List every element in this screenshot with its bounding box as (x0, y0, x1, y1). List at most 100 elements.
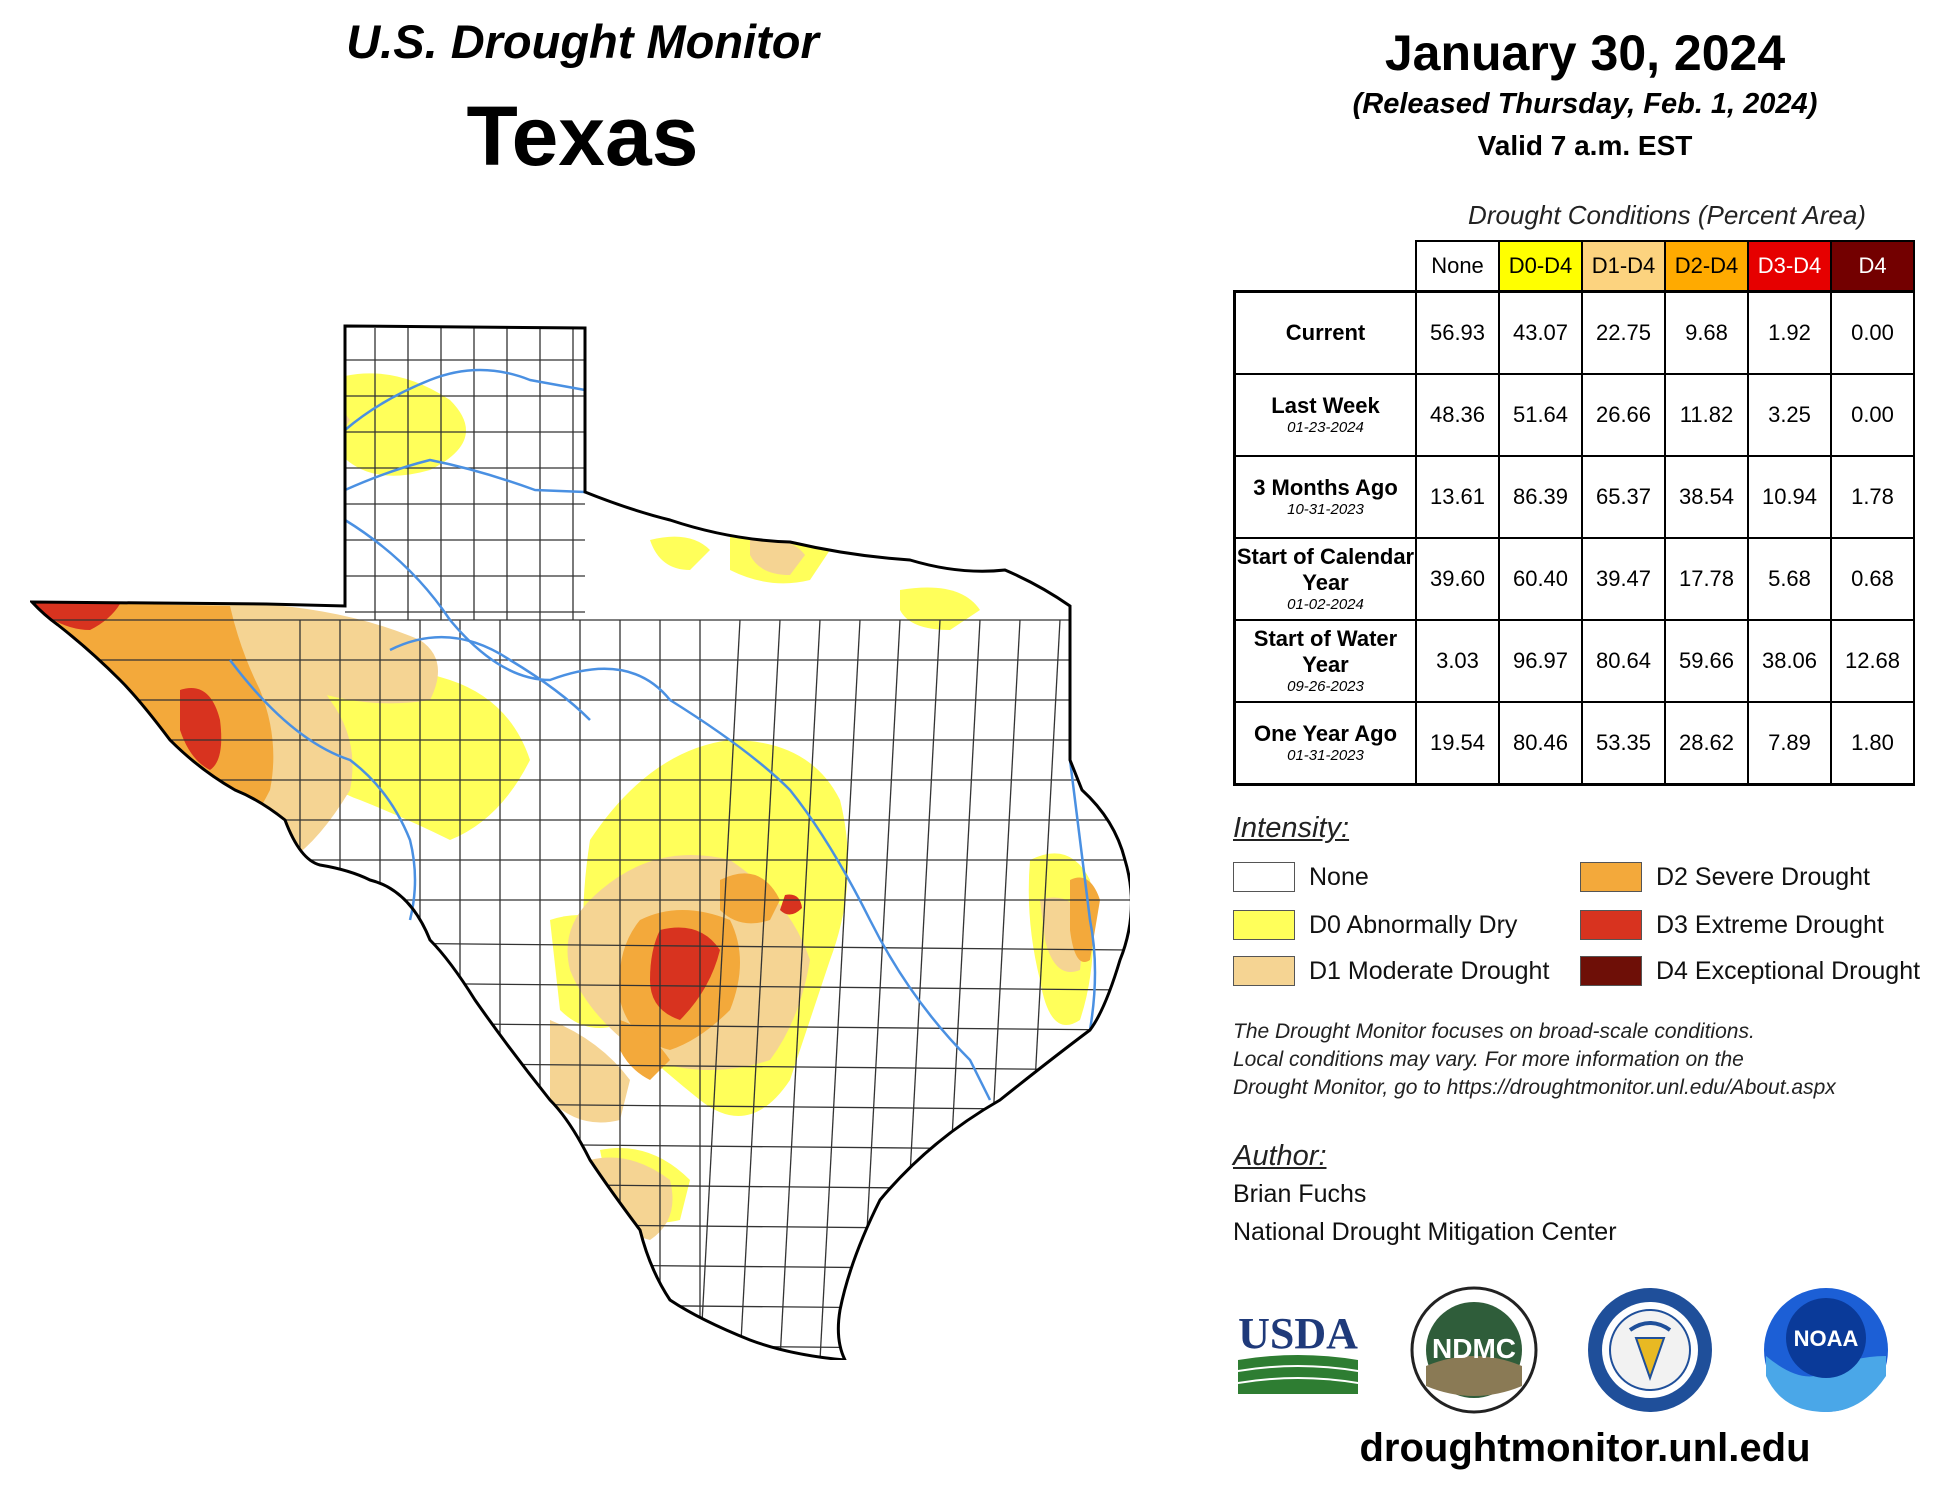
table-cell: 17.78 (1664, 537, 1749, 621)
county-line (32, 1179, 1130, 1191)
region-title: Texas (466, 89, 699, 183)
ndmc-logo: NDMC (1410, 1286, 1538, 1414)
table-cell: 12.68 (1830, 619, 1915, 703)
release-date: (Released Thursday, Feb. 1, 2024) (1352, 88, 1818, 120)
table-cell: 0.68 (1830, 537, 1915, 621)
noaa-logo-text: NOAA (1794, 1326, 1859, 1351)
table-cell: 48.36 (1415, 373, 1500, 457)
table-cell: 3.25 (1747, 373, 1832, 457)
table-cell: 1.78 (1830, 455, 1915, 539)
county-line (32, 1299, 1130, 1311)
d1-area (260, 604, 438, 704)
river-line (344, 368, 586, 431)
row-label: Current (1233, 290, 1417, 375)
d0-area (270, 662, 530, 840)
legend-swatch (1580, 910, 1642, 940)
row-label: One Year Ago 01-31-2023 (1233, 701, 1417, 786)
row-label: Start of Water Year 09-26-2023 (1233, 619, 1417, 703)
noaa-logo: NOAA (1764, 1288, 1888, 1412)
row-label: Start of Calendar Year 01-02-2024 (1233, 537, 1417, 621)
commerce-seal-logo (1588, 1288, 1712, 1412)
column-header-d1-d4: D1-D4 (1581, 240, 1666, 293)
legend-title: Intensity: (1233, 812, 1350, 844)
legend-label: D2 Severe Drought (1656, 863, 1871, 891)
table-cell: 7.89 (1747, 701, 1832, 786)
disclaimer-text: The Drought Monitor focuses on broad-sca… (1233, 1018, 1933, 1102)
row-label-text: Current (1285, 320, 1366, 345)
table-cell: 3.03 (1415, 619, 1500, 703)
table-cell: 56.93 (1415, 290, 1500, 375)
texas-state-outline (30, 324, 1130, 1360)
ndmc-logo-text: NDMC (1432, 1333, 1516, 1364)
table-cell: 80.64 (1581, 619, 1666, 703)
table-cell: 26.66 (1581, 373, 1666, 457)
row-date: 01-02-2024 (1287, 596, 1364, 613)
drought-conditions-table: None D0-D4 D1-D4 D2-D4 D3-D4 D4 Current 5… (1233, 240, 1915, 786)
legend-swatch (1580, 956, 1642, 986)
d1-area (276, 460, 320, 520)
table-cell: 39.47 (1581, 537, 1666, 621)
river-line (344, 518, 992, 1101)
county-line (779, 619, 821, 1360)
table-cell: 1.80 (1830, 701, 1915, 786)
map-date: January 30, 2024 (1384, 25, 1786, 81)
table-caption: Drought Conditions (Percent Area) (1468, 200, 1866, 230)
texas-drought-map (30, 324, 1130, 1360)
usda-logo: USDA (1238, 1310, 1358, 1394)
table-cell: 11.82 (1664, 373, 1749, 457)
d0-area (266, 430, 310, 490)
table-row: Last Week 01-23-2024 48.36 51.64 26.66 11.82 3… (1233, 373, 1915, 457)
table-cell: 65.37 (1581, 455, 1666, 539)
table-row: 3 Months Ago 10-31-2023 13.61 86.39 65.37 38.… (1233, 455, 1915, 539)
row-label: 3 Months Ago 10-31-2023 (1233, 455, 1417, 539)
usda-logo-text: USDA (1238, 1310, 1358, 1358)
county-line (32, 1259, 1130, 1271)
column-header-d4: D4 (1830, 240, 1915, 293)
row-label-text: 3 Months Ago (1253, 475, 1398, 500)
table-row: Start of Water Year 09-26-2023 3.03 96.97 80… (1233, 619, 1915, 703)
row-label-text: Start of Calendar Year (1236, 544, 1415, 595)
row-date: 01-23-2024 (1287, 419, 1364, 436)
legend-label: D3 Extreme Drought (1656, 911, 1884, 939)
table-cell: 53.35 (1581, 701, 1666, 786)
table-cell: 43.07 (1498, 290, 1583, 375)
table-cell: 1.92 (1747, 290, 1832, 375)
row-label-text: Last Week (1271, 393, 1380, 418)
legend-swatch (1233, 910, 1295, 940)
table-cell: 10.94 (1747, 455, 1832, 539)
table-cell: 28.62 (1664, 701, 1749, 786)
table-cell: 22.75 (1581, 290, 1666, 375)
legend-label: D0 Abnormally Dry (1309, 911, 1518, 939)
river-line (229, 659, 417, 921)
table-cell: 38.06 (1747, 619, 1832, 703)
table-cell: 38.54 (1664, 455, 1749, 539)
table-cell: 96.97 (1498, 619, 1583, 703)
column-header-d0-d4: D0-D4 (1498, 240, 1583, 293)
column-header-none: None (1415, 240, 1500, 293)
d0-area (650, 536, 710, 570)
river-line (1068, 759, 1097, 1031)
valid-time: Valid 7 a.m. EST (1477, 130, 1693, 161)
legend-label: D4 Exceptional Drought (1656, 957, 1921, 985)
table-corner (1234, 241, 1417, 293)
legend-swatch (1233, 956, 1295, 986)
d2-area (32, 602, 274, 840)
county-line (739, 619, 781, 1360)
website-url[interactable]: droughtmonitor.unl.edu (1359, 1426, 1811, 1470)
table-cell: 59.66 (1664, 619, 1749, 703)
table-cell: 51.64 (1498, 373, 1583, 457)
d0-area (330, 373, 466, 476)
author-name: Brian Fuchs (1233, 1180, 1367, 1208)
table-row: One Year Ago 01-31-2023 19.54 80.46 53.35 28.… (1233, 701, 1915, 786)
legend-swatch (1580, 862, 1642, 892)
d3-area (180, 688, 222, 770)
table-cell: 86.39 (1498, 455, 1583, 539)
table-cell: 0.00 (1830, 290, 1915, 375)
legend-label: None (1309, 863, 1369, 891)
d1-area (550, 1020, 630, 1123)
d1-area (280, 397, 350, 450)
table-cell: 9.68 (1664, 290, 1749, 375)
table-cell: 0.00 (1830, 373, 1915, 457)
row-date: 10-31-2023 (1287, 501, 1364, 518)
disclaimer-line: Drought Monitor, go to https://droughtmo… (1233, 1076, 1836, 1099)
